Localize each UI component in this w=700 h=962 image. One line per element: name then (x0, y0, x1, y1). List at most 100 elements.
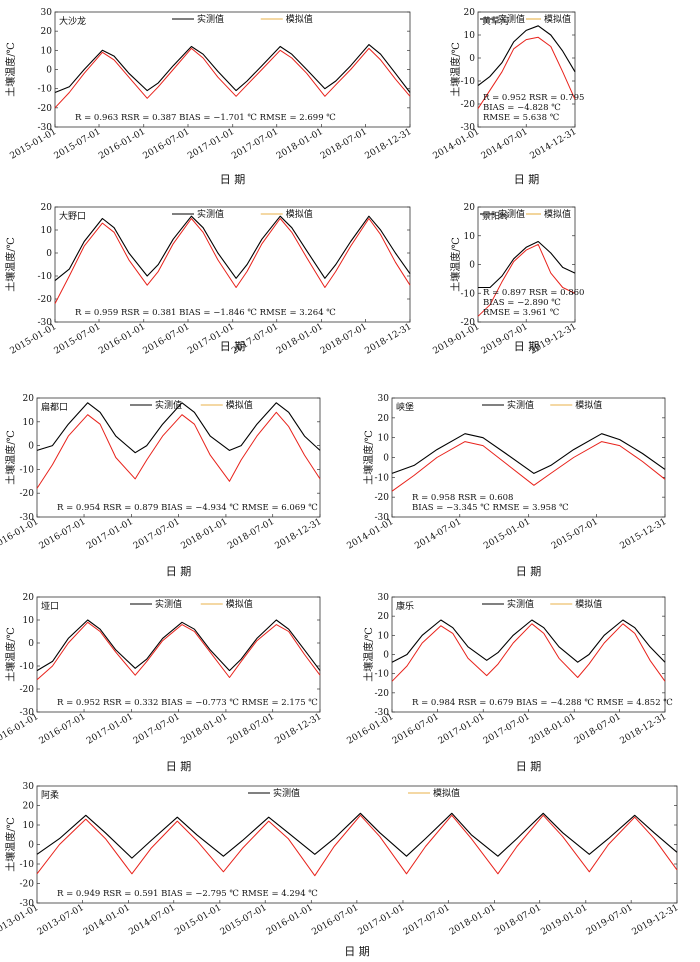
x-axis-title: 日 期 (220, 173, 246, 186)
stats-text: R = 0.963 RSR = 0.387 BIAS = −1.701 ℃ RM… (75, 113, 336, 123)
station-name: 康乐 (396, 600, 414, 612)
y-tick-label: -20 (38, 295, 53, 305)
x-tick-label: 2017-07-01 (132, 712, 182, 747)
x-tick-label: 2018-07-01 (319, 127, 369, 162)
legend-simulated-label: 模拟值 (286, 208, 313, 220)
x-axis-title: 日 期 (516, 760, 542, 773)
series-simulated-line (54, 218, 411, 304)
x-axis-title: 日 期 (514, 340, 540, 353)
y-tick-label: 0 (46, 249, 52, 259)
y-tick-label: 30 (378, 394, 390, 404)
stats-text: R = 0.952 RSR = 0.332 BIAS = −0.773 ℃ RM… (57, 698, 318, 708)
y-tick-label: -10 (375, 670, 390, 680)
x-tick-label: 2017-01-01 (85, 517, 135, 552)
y-axis-title: 土壤温度/℃ (4, 817, 17, 872)
y-tick-label: 10 (464, 232, 476, 242)
y-tick-label: -30 (38, 123, 53, 133)
chart-panel-7: -30-20-10010202016-01-012016-07-012017-0… (0, 593, 324, 773)
x-tick-label: 2019-12-31 (631, 903, 681, 938)
x-tick-label: 2013-07-01 (36, 903, 86, 938)
series-observed-line (477, 25, 576, 87)
x-tick-label: 2018-01-01 (179, 517, 229, 552)
x-axis-title: 日 期 (516, 565, 542, 578)
station-name: 大沙龙 (59, 15, 86, 27)
stats-text: R = 0.959 RSR = 0.381 BIAS = −1.846 ℃ RM… (75, 308, 336, 318)
series-observed-line (391, 619, 666, 663)
y-tick-label: -30 (375, 708, 390, 718)
y-tick-label: 0 (469, 261, 475, 271)
y-tick-label: 0 (28, 639, 34, 649)
plot-frame (36, 596, 321, 713)
y-tick-label: 0 (469, 54, 475, 64)
y-tick-label: 0 (28, 841, 34, 851)
y-tick-label: 10 (378, 434, 390, 444)
chart-panel-9: -30-20-1001020302013-01-012013-07-012014… (0, 782, 681, 958)
stats-text: R = 0.952 RSR = 0.795 (483, 93, 584, 103)
series-observed-line (36, 402, 321, 454)
legend-observed-label: 实测值 (498, 13, 525, 25)
y-axis-title: 土壤温度/℃ (4, 627, 17, 682)
stats-text: RMSE = 5.638 ℃ (483, 113, 559, 123)
y-tick-label: 30 (378, 593, 390, 603)
y-tick-label: 30 (23, 782, 35, 792)
y-tick-label: 20 (23, 593, 35, 603)
legend-simulated-label: 模拟值 (433, 787, 460, 799)
x-tick-label: 2018-01-01 (275, 322, 325, 357)
y-tick-label: -10 (20, 465, 35, 475)
chart-panel-6: -30 -20 -10 0 10 20 30 2014-01-01 2014-07-01 2015… (346, 394, 669, 578)
x-axis-title: 日 期 (344, 945, 370, 958)
plot-frame (36, 397, 321, 518)
stats-text: BIAS = −4.828 ℃ (483, 103, 561, 113)
y-axis-title: 土壤温度/℃ (4, 430, 17, 485)
series-simulated-line (477, 243, 576, 317)
legend-observed-label: 实测值 (197, 208, 224, 220)
series-simulated-line (477, 36, 576, 109)
stats-text: BIAS = −3.345 ℃ RMSE = 3.958 ℃ (412, 503, 569, 513)
y-tick-label: 20 (378, 414, 390, 424)
series-simulated-line (36, 411, 321, 489)
station-name: 扁都口 (41, 401, 68, 413)
legend-observed-label: 实测值 (155, 598, 182, 610)
y-tick-label: 20 (23, 394, 35, 404)
x-tick-label: 2018-07-01 (226, 712, 276, 747)
y-tick-label: 30 (41, 8, 53, 18)
stats-text: R = 0.897 RSR = 0.860 (483, 288, 584, 298)
x-tick-label: 2017-07-01 (230, 127, 280, 162)
x-tick-label: 2014-01-01 (82, 903, 132, 938)
series-simulated-line (54, 47, 411, 109)
series-simulated-line (36, 814, 678, 877)
chart-panel-3: -30-20-10010202015-01-012015-07-012016-0… (4, 203, 414, 357)
y-tick-label: 10 (41, 226, 53, 236)
legend-simulated-label: 模拟值 (226, 598, 253, 610)
x-tick-label: 2014-01-01 (432, 127, 482, 162)
stats-text: R = 0.958 RSR = 0.608 (412, 493, 513, 503)
x-tick-label: 2014-07-01 (480, 127, 530, 162)
legend-observed-label: 实测值 (273, 787, 300, 799)
x-tick-label: 2016-07-01 (38, 712, 88, 747)
y-tick-label: -20 (461, 100, 476, 110)
station-name: 大野口 (59, 210, 86, 222)
x-tick-label: 2017-01-01 (85, 712, 135, 747)
x-tick-label: 2017-01-01 (357, 903, 407, 938)
x-tick-label: 2017-01-01 (437, 712, 487, 747)
x-tick-label: 2015-07-01 (53, 322, 103, 357)
series-simulated-line (391, 623, 666, 682)
x-tick-label: 2018-12-31 (364, 127, 414, 162)
series-simulated-line (391, 441, 666, 492)
y-tick-label: -10 (461, 77, 476, 87)
x-tick-label: 2018-01-01 (275, 127, 325, 162)
stats-text: R = 0.954 RSR = 0.879 BIAS = −4.934 ℃ RM… (57, 503, 318, 513)
x-tick-label: 2015-01-01 (173, 903, 223, 938)
x-axis-title: 日 期 (166, 760, 192, 773)
x-tick-label: 2015-01-01 (9, 322, 59, 357)
series-simulated-line (36, 621, 321, 681)
x-tick-label: 2015-07-01 (550, 517, 600, 552)
y-tick-label: -10 (38, 85, 53, 95)
stats-text: R = 0.984 RSR = 0.679 BIAS = −4.288 ℃ RM… (412, 698, 673, 708)
legend-observed-label: 实测值 (197, 13, 224, 25)
x-tick-label: 2016-07-01 (142, 127, 192, 162)
x-tick-label: 2016-07-01 (310, 903, 360, 938)
x-tick-label: 2014-07-01 (127, 903, 177, 938)
series-observed-line (478, 240, 576, 289)
